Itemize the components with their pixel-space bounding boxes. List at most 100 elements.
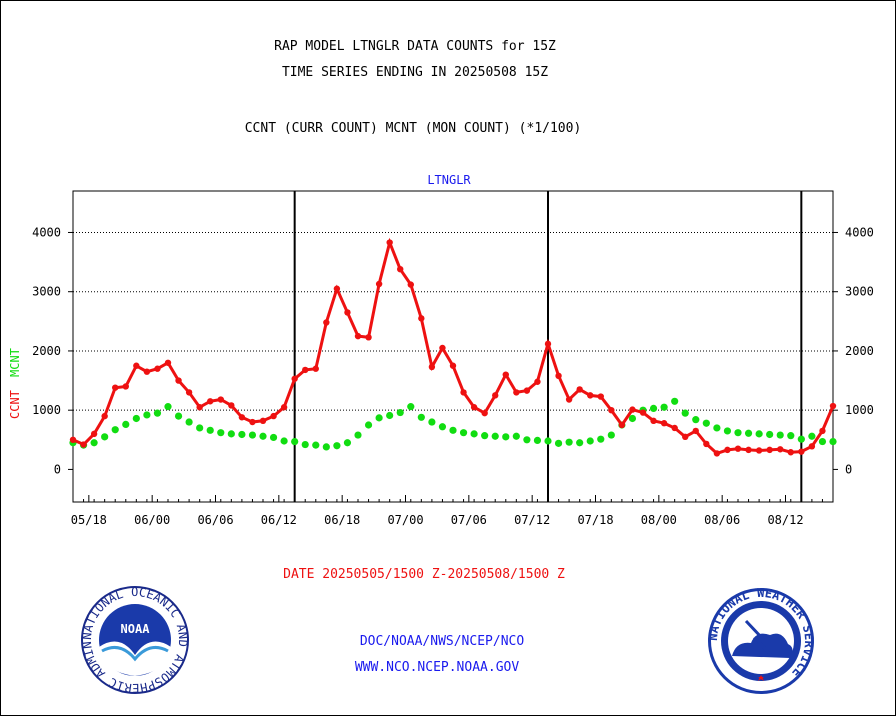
point-mcnt xyxy=(512,432,520,440)
ytick-label-right: 0 xyxy=(845,462,852,476)
point-ccnt xyxy=(407,281,414,288)
point-mcnt xyxy=(248,431,257,439)
point-mcnt xyxy=(164,403,172,411)
point-mcnt xyxy=(238,430,246,439)
ytick-label-right: 1000 xyxy=(845,403,874,417)
xtick-label: 08/00 xyxy=(641,513,677,527)
point-mcnt xyxy=(481,432,489,440)
point-mcnt xyxy=(628,414,637,423)
xtick-label: 05/18 xyxy=(71,513,107,527)
point-ccnt xyxy=(650,417,657,425)
point-ccnt xyxy=(608,406,615,414)
point-mcnt xyxy=(174,412,183,420)
xtick-label: 07/06 xyxy=(451,513,487,527)
subtitle: CCNT (CURR COUNT) MCNT (MON COUNT) (*1/1… xyxy=(244,121,582,136)
website-link[interactable]: WWW.NCO.NCEP.NOAA.GOV xyxy=(354,660,520,675)
point-mcnt xyxy=(607,431,615,439)
point-mcnt xyxy=(196,424,204,432)
point-ccnt xyxy=(90,430,98,438)
point-mcnt xyxy=(206,426,214,434)
point-ccnt xyxy=(808,443,816,450)
title-line-1: RAP MODEL LTNGLR DATA COUNTS for 15Z xyxy=(274,39,556,54)
point-mcnt xyxy=(291,437,299,446)
point-mcnt xyxy=(122,420,130,428)
point-ccnt xyxy=(502,371,509,378)
point-ccnt xyxy=(766,446,773,454)
point-mcnt xyxy=(343,439,352,447)
point-mcnt xyxy=(322,443,330,451)
point-mcnt xyxy=(734,429,742,437)
ytick-label-left: 4000 xyxy=(32,225,61,239)
point-mcnt xyxy=(132,414,140,423)
point-ccnt xyxy=(207,398,214,405)
point-ccnt xyxy=(154,365,161,372)
org-path[interactable]: DOC/NOAA/NWS/NCEP/NCO xyxy=(359,634,525,649)
point-mcnt xyxy=(185,418,193,426)
point-ccnt xyxy=(418,315,425,322)
point-mcnt xyxy=(153,409,162,417)
ytick-label-left: 1000 xyxy=(32,403,61,417)
point-mcnt xyxy=(502,433,510,441)
nws-logo: NATIONAL WEATHER SERVICE xyxy=(706,586,816,694)
noaa-logo-text: NOAA xyxy=(121,622,151,636)
title-line-2: TIME SERIES ENDING IN 20250508 15Z xyxy=(281,65,549,80)
point-ccnt xyxy=(344,309,351,316)
point-mcnt xyxy=(818,437,827,446)
point-ccnt xyxy=(143,368,151,375)
point-mcnt xyxy=(312,441,320,449)
point-ccnt xyxy=(249,418,256,426)
point-ccnt xyxy=(829,402,837,410)
point-mcnt xyxy=(470,430,478,438)
point-mcnt xyxy=(227,430,235,438)
point-ccnt xyxy=(819,427,826,435)
noaa-logo: NATIONAL OCEANIC AND ATMOSPHERIC ADMINIS… xyxy=(80,585,190,695)
point-ccnt xyxy=(724,446,731,454)
point-mcnt xyxy=(755,430,763,438)
ylabel-ccnt: CCNT xyxy=(8,390,22,419)
point-mcnt xyxy=(576,439,584,447)
point-ccnt xyxy=(671,424,678,432)
xtick-label: 06/06 xyxy=(197,513,233,527)
point-ccnt xyxy=(228,402,235,409)
point-ccnt xyxy=(755,447,763,454)
point-mcnt xyxy=(744,429,753,437)
point-ccnt xyxy=(397,265,404,273)
point-ccnt xyxy=(428,363,436,371)
point-mcnt xyxy=(702,419,710,427)
point-ccnt xyxy=(460,389,467,396)
point-ccnt xyxy=(133,362,140,369)
chart: LTNGLR 0 0 1000 1000 2000 2000 3000 3000 4000 400… xyxy=(8,173,874,527)
point-ccnt xyxy=(280,404,288,411)
point-ccnt xyxy=(69,436,77,443)
point-mcnt xyxy=(649,404,658,413)
point-ccnt xyxy=(565,396,573,403)
point-ccnt xyxy=(101,412,108,420)
point-ccnt xyxy=(354,332,362,340)
point-mcnt xyxy=(533,436,542,444)
point-ccnt xyxy=(217,396,224,403)
point-mcnt xyxy=(259,432,267,440)
point-mcnt xyxy=(776,431,784,439)
ytick-label-left: 2000 xyxy=(32,344,61,358)
point-mcnt xyxy=(101,433,109,441)
point-mcnt xyxy=(449,426,457,434)
xtick-label: 08/06 xyxy=(704,513,740,527)
point-ccnt xyxy=(164,359,172,366)
point-ccnt xyxy=(587,392,594,399)
point-ccnt xyxy=(175,377,182,384)
point-mcnt xyxy=(459,429,468,437)
xtick-label: 08/12 xyxy=(767,513,803,527)
point-ccnt xyxy=(365,334,372,341)
point-ccnt xyxy=(798,448,805,455)
ytick-label-right: 4000 xyxy=(845,225,874,239)
point-mcnt xyxy=(723,427,732,435)
point-mcnt xyxy=(280,437,288,445)
ytick-label-right: 2000 xyxy=(845,344,874,358)
point-ccnt xyxy=(386,239,393,246)
xtick-label: 06/00 xyxy=(134,513,170,527)
point-mcnt xyxy=(808,432,816,440)
point-mcnt xyxy=(713,424,721,432)
point-ccnt xyxy=(555,372,562,380)
point-mcnt xyxy=(407,403,415,411)
point-mcnt xyxy=(143,411,151,419)
